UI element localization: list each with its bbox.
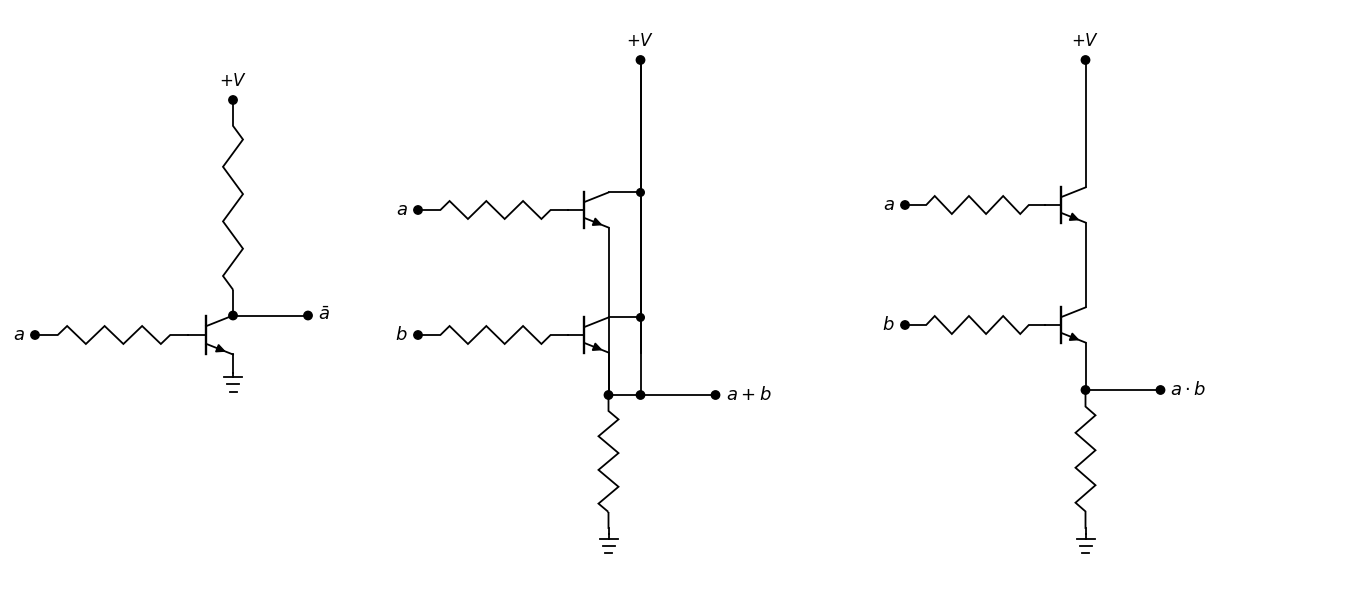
Circle shape bbox=[1081, 56, 1090, 64]
Text: $+V$: $+V$ bbox=[219, 72, 248, 90]
Circle shape bbox=[637, 56, 645, 64]
Circle shape bbox=[637, 314, 645, 321]
Polygon shape bbox=[592, 218, 602, 225]
Polygon shape bbox=[592, 343, 602, 350]
Text: $a \cdot b$: $a \cdot b$ bbox=[1171, 381, 1207, 399]
Text: $a$: $a$ bbox=[13, 326, 26, 344]
Circle shape bbox=[31, 331, 39, 339]
Polygon shape bbox=[1070, 214, 1078, 220]
Polygon shape bbox=[1070, 333, 1078, 340]
Text: $\bar{a}$: $\bar{a}$ bbox=[318, 306, 330, 325]
Circle shape bbox=[637, 188, 645, 196]
Circle shape bbox=[711, 391, 720, 399]
Circle shape bbox=[1081, 386, 1090, 394]
Circle shape bbox=[900, 321, 909, 329]
Circle shape bbox=[413, 206, 423, 214]
Circle shape bbox=[1156, 386, 1164, 394]
Polygon shape bbox=[215, 345, 225, 352]
Circle shape bbox=[304, 311, 312, 320]
Circle shape bbox=[413, 331, 423, 339]
Circle shape bbox=[900, 201, 909, 209]
Text: $b$: $b$ bbox=[396, 326, 408, 344]
Circle shape bbox=[229, 311, 237, 320]
Text: $+V$: $+V$ bbox=[1071, 32, 1100, 50]
Text: $a$: $a$ bbox=[883, 196, 895, 214]
Circle shape bbox=[637, 391, 645, 399]
Text: $a + b$: $a + b$ bbox=[725, 386, 771, 404]
Text: $a$: $a$ bbox=[396, 201, 408, 219]
Circle shape bbox=[604, 391, 612, 399]
Text: $+V$: $+V$ bbox=[626, 32, 654, 50]
Circle shape bbox=[229, 96, 237, 104]
Text: $b$: $b$ bbox=[883, 316, 895, 334]
